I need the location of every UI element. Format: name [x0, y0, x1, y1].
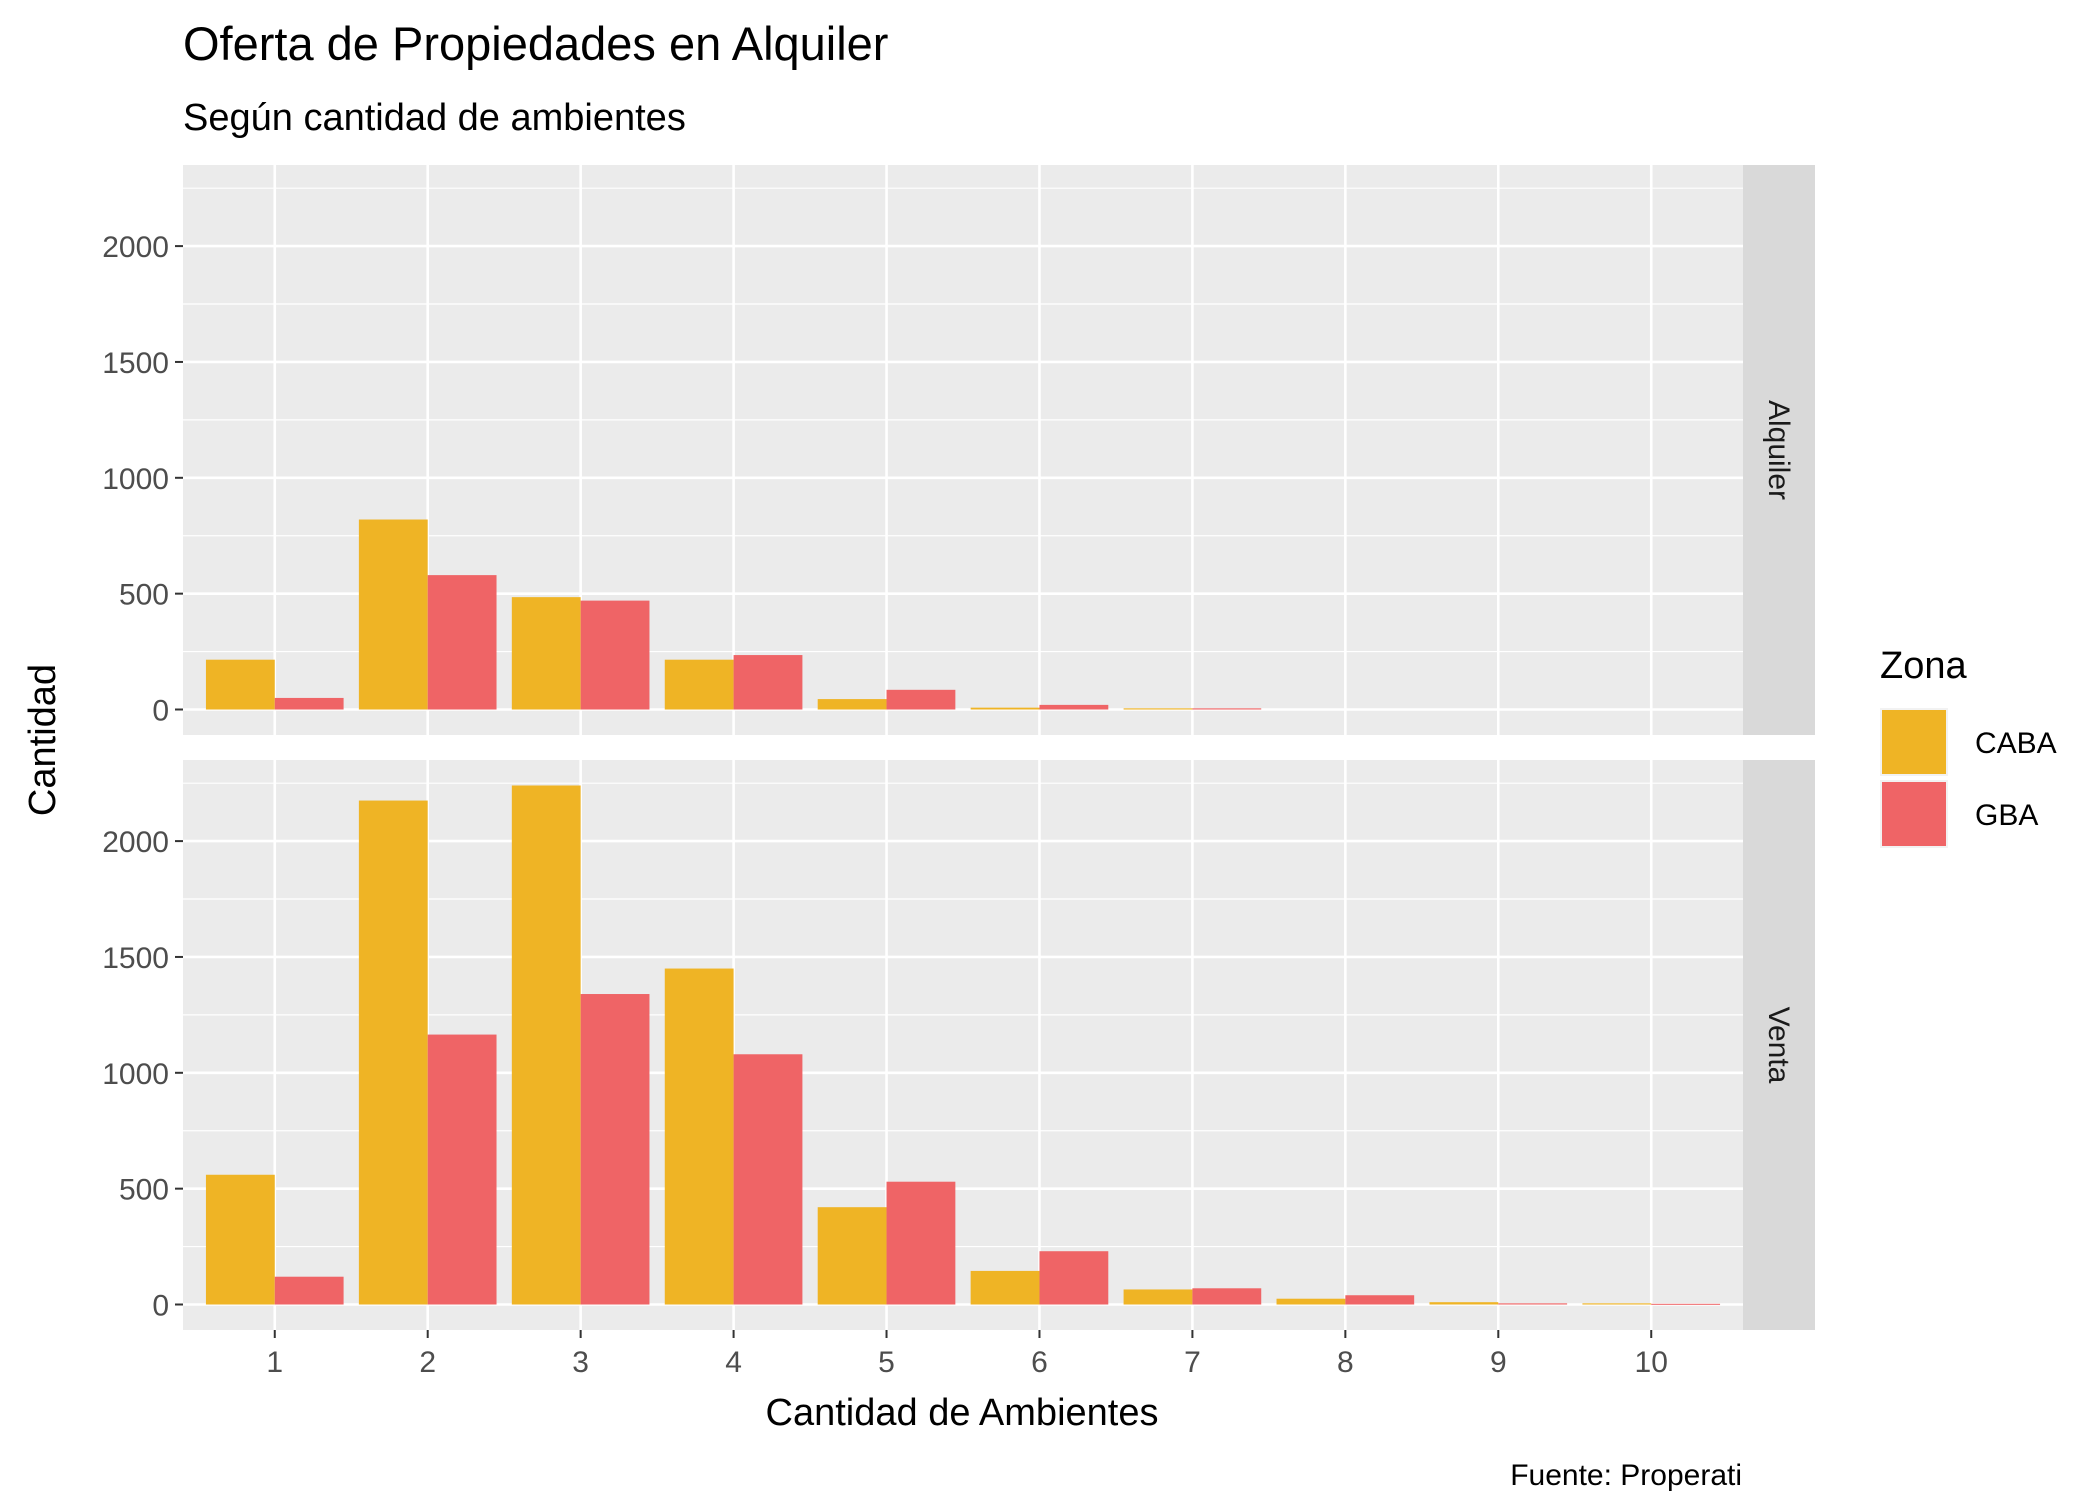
bar-caba-4	[664, 659, 734, 710]
x-tick-label: 7	[1184, 1346, 1201, 1379]
facet-strip-label: Alquiler	[1762, 400, 1795, 500]
bar-caba-6	[970, 1270, 1040, 1305]
bar-gba-7	[1192, 1288, 1262, 1305]
legend: Zona CABA GBA	[1880, 645, 2057, 848]
x-tick-label: 6	[1031, 1346, 1048, 1379]
bar-gba-6	[1039, 1251, 1109, 1305]
bar-gba-7	[1192, 708, 1262, 710]
bar-caba-4	[664, 968, 734, 1305]
bar-gba-5	[886, 689, 956, 710]
y-tick-label: 1500	[102, 942, 169, 975]
facet-strip	[1743, 165, 1815, 735]
y-tick-label: 2000	[102, 826, 169, 859]
y-tick-label: 1500	[102, 347, 169, 380]
chart-subtitle: Según cantidad de ambientes	[183, 97, 686, 139]
bar-gba-9	[1498, 1303, 1568, 1305]
bar-gba-4	[733, 655, 803, 710]
bar-gba-1	[274, 697, 344, 710]
y-tick-label: 1000	[102, 1058, 169, 1091]
bar-caba-2	[358, 519, 428, 710]
x-tick-label: 3	[572, 1346, 589, 1379]
facet-venta: 0 500 1000 1500 2000 Venta	[102, 760, 1815, 1330]
x-tick-label: 2	[419, 1346, 436, 1379]
legend-label-gba: GBA	[1975, 799, 2038, 832]
x-tick-label: 10	[1635, 1346, 1668, 1379]
legend-swatch-gba	[1882, 782, 1946, 846]
bar-caba-5	[817, 699, 887, 710]
x-tick-label: 9	[1490, 1346, 1507, 1379]
bar-caba-8	[1276, 1298, 1346, 1305]
legend-label-caba: CABA	[1975, 727, 2057, 760]
y-tick-label: 500	[119, 579, 169, 612]
bar-gba-2	[427, 575, 497, 710]
legend-title: Zona	[1880, 645, 1967, 687]
x-tick-label: 1	[266, 1346, 283, 1379]
bar-gba-5	[886, 1181, 956, 1305]
x-tick-label: 4	[725, 1346, 742, 1379]
bar-gba-10	[1651, 1303, 1721, 1305]
bar-gba-4	[733, 1054, 803, 1305]
chart-title: Oferta de Propiedades en Alquiler	[183, 17, 888, 70]
bar-caba-3	[511, 597, 581, 710]
facets: 0 500 1000 1500 2000 Alquiler 0 500 1000 1500 2000…	[102, 165, 1815, 1330]
y-tick-label: 1000	[102, 463, 169, 496]
facet-strip	[1743, 760, 1815, 1330]
bar-caba-2	[358, 800, 428, 1305]
y-tick-label: 2000	[102, 231, 169, 264]
bar-gba-6	[1039, 704, 1109, 710]
bar-caba-1	[205, 1174, 275, 1305]
bar-gba-3	[580, 600, 650, 710]
bar-caba-9	[1429, 1302, 1499, 1305]
x-tick-label: 5	[878, 1346, 895, 1379]
y-tick-label: 0	[152, 1290, 169, 1323]
bar-caba-7	[1123, 1289, 1193, 1305]
legend-swatch-caba	[1882, 710, 1946, 774]
bar-caba-5	[817, 1207, 887, 1305]
y-tick-label: 0	[152, 695, 169, 728]
bar-caba-7	[1123, 708, 1193, 710]
bar-caba-10	[1582, 1303, 1652, 1305]
bar-gba-2	[427, 1034, 497, 1305]
bar-gba-8	[1345, 1295, 1415, 1305]
x-axis: 1 2 3 4 5 6 7 8 9 10	[266, 1330, 1668, 1379]
x-axis-label: Cantidad de Ambientes	[766, 1392, 1159, 1434]
facet-strip-label: Venta	[1762, 1007, 1795, 1084]
bar-caba-6	[970, 707, 1040, 710]
bar-caba-1	[205, 659, 275, 710]
bar-gba-3	[580, 994, 650, 1305]
bar-gba-1	[274, 1276, 344, 1305]
x-tick-label: 8	[1337, 1346, 1354, 1379]
facet-alquiler: 0 500 1000 1500 2000 Alquiler	[102, 165, 1815, 735]
chart-caption: Fuente: Properati	[1510, 1459, 1742, 1492]
bar-caba-3	[511, 785, 581, 1305]
y-tick-label: 500	[119, 1174, 169, 1207]
y-axis-label: Cantidad	[22, 664, 64, 816]
